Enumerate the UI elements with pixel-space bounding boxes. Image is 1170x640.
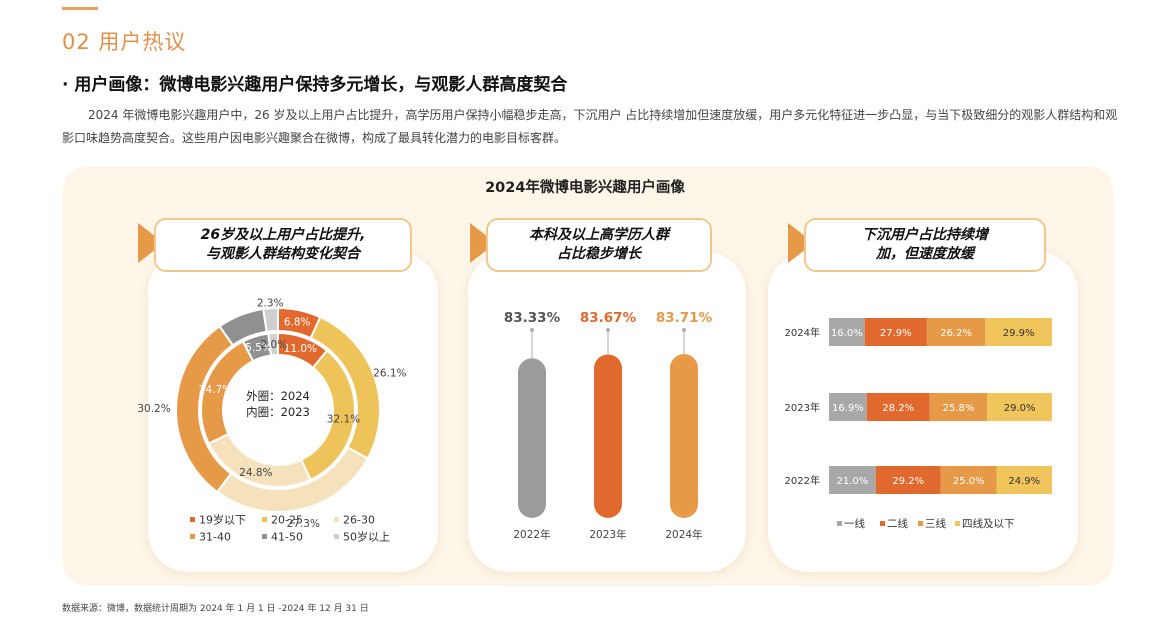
edu-leader-dot-2: [682, 328, 686, 332]
age-inner-slice-5: [267, 331, 279, 357]
edu-tag-line1: 本科及以上高学历人群: [529, 227, 669, 243]
city-legend-label-0: 一线: [844, 517, 865, 530]
edu-year-label-1: 2023年: [589, 528, 626, 541]
age-legend-swatch-4: [262, 534, 267, 539]
edu-value-label-2: 83.71%: [656, 310, 713, 326]
donut-center-outer-label: 外圈：2024: [246, 389, 310, 403]
age-legend-label-3: 31-40: [199, 531, 231, 544]
edu-bar-1: [594, 354, 622, 518]
intro-paragraph: 2024 年微博电影兴趣用户中，26 岁及以上用户占比提升，高学历用户保持小幅稳…: [62, 108, 1118, 145]
edu-leader-dot-0: [530, 328, 534, 332]
age-inner-label-0: 11.0%: [284, 343, 317, 355]
age-legend-label-4: 41-50: [271, 531, 303, 544]
city-segment-label-1-1: 28.2%: [882, 403, 914, 414]
city-legend-label-2: 三线: [925, 517, 946, 530]
city-segment-label-0-3: 29.9%: [1003, 328, 1035, 339]
city-segment-2-3: [996, 466, 1052, 494]
edu-year-label-0: 2022年: [513, 528, 550, 541]
edu-value-label-1: 83.67%: [580, 310, 637, 326]
section-title: 02 用户热议: [62, 30, 187, 54]
age-legend-swatch-5: [334, 534, 339, 539]
edu-bar-0: [518, 358, 546, 518]
age-inner-label-4: 5.5%: [245, 342, 272, 354]
city-segment-label-2-1: 29.2%: [892, 476, 924, 487]
city-segment-0-1: [864, 318, 927, 346]
city-segment-0-3: [985, 318, 1052, 346]
age-tag-line2: 与观影人群结构变化契合: [206, 246, 360, 262]
age-legend-label-0: 19岁以下: [199, 513, 246, 527]
edu-tag-line2: 占比稳步增长: [557, 246, 641, 262]
age-outer-label-4: 7.4%: [223, 300, 250, 312]
city-segment-0-0: [829, 318, 865, 346]
donut-center-inner-label: 内圈：2023: [246, 405, 310, 419]
city-segment-2-1: [875, 466, 941, 494]
age-legend-label-2: 26-30: [343, 514, 375, 527]
age-outer-label-2: 27.3%: [287, 518, 320, 530]
city-segment-label-2-2: 25.0%: [953, 476, 985, 487]
edu-tag-box: 本科及以上高学历人群 占比稳步增长: [486, 218, 712, 272]
city-tag-line2: 加，但速度放缓: [876, 246, 974, 262]
city-legend-label-3: 四线及以下: [962, 517, 1015, 530]
age-outer-label-0: 6.8%: [284, 317, 311, 329]
city-segment-1-3: [987, 393, 1052, 421]
city-segment-label-1-2: 25.8%: [943, 403, 975, 414]
data-source-note: 数据来源：微博，数据统计周期为 2024 年 1 月 1 日 -2024 年 1…: [62, 604, 369, 614]
city-year-label-1: 2023年: [785, 401, 820, 414]
city-segment-2-0: [829, 466, 876, 494]
age-tag-box: 26岁及以上用户占比提升, 与观影人群结构变化契合: [154, 218, 412, 272]
age-outer-label-3: 30.2%: [137, 403, 170, 415]
age-legend-swatch-3: [190, 534, 195, 539]
age-legend-swatch-2: [334, 517, 339, 522]
age-inner-label-2: 24.8%: [239, 467, 272, 479]
panel-title: 2024年微博电影兴趣用户画像: [485, 180, 685, 196]
age-inner-label-3: 24.7%: [199, 384, 232, 396]
city-segment-1-2: [929, 393, 988, 421]
age-inner-label-1: 32.1%: [327, 413, 360, 425]
city-legend-swatch-1: [880, 521, 885, 526]
subtitle: · 用户画像：微博电影兴趣用户保持多元增长，与观影人群高度契合: [62, 75, 568, 95]
city-segment-label-0-1: 27.9%: [880, 328, 912, 339]
edu-value-label-0: 83.33%: [504, 310, 561, 326]
city-legend-label-1: 二线: [887, 517, 908, 530]
city-year-label-0: 2024年: [785, 326, 820, 339]
city-legend-swatch-2: [918, 521, 923, 526]
city-tag-box: 下沉用户占比持续增 加，但速度放缓: [804, 218, 1046, 272]
city-segment-2-2: [940, 466, 997, 494]
city-legend-swatch-3: [955, 521, 960, 526]
city-segment-label-2-0: 21.0%: [837, 476, 869, 487]
age-outer-label-5: 2.3%: [257, 297, 284, 309]
city-segment-label-0-2: 26.2%: [940, 328, 972, 339]
age-legend-swatch-1: [262, 517, 267, 522]
accent-bar: [62, 7, 98, 10]
age-outer-label-1: 26.1%: [373, 367, 406, 379]
city-segment-1-0: [829, 393, 867, 421]
age-tag-line1: 26岁及以上用户占比提升,: [200, 227, 366, 243]
city-segment-label-1-0: 16.9%: [832, 403, 864, 414]
city-segment-0-2: [926, 318, 986, 346]
age-legend-label-5: 50岁以上: [343, 530, 390, 544]
edu-year-label-2: 2024年: [665, 528, 702, 541]
age-legend-label-1: 20-25: [271, 514, 303, 527]
city-segment-label-2-3: 24.9%: [1008, 476, 1040, 487]
city-segment-label-1-3: 29.0%: [1004, 403, 1036, 414]
city-legend-swatch-0: [837, 521, 842, 526]
age-outer-slice-5: [262, 306, 279, 333]
city-tag-line1: 下沉用户占比持续增: [862, 227, 988, 243]
age-legend-swatch-0: [190, 517, 195, 522]
city-segment-1-1: [866, 393, 930, 421]
city-year-label-2: 2022年: [785, 474, 820, 487]
edu-leader-dot-1: [606, 328, 610, 332]
edu-bar-2: [670, 354, 698, 518]
age-inner-label-5: 2.0%: [261, 339, 288, 351]
city-segment-label-0-0: 16.0%: [831, 328, 863, 339]
